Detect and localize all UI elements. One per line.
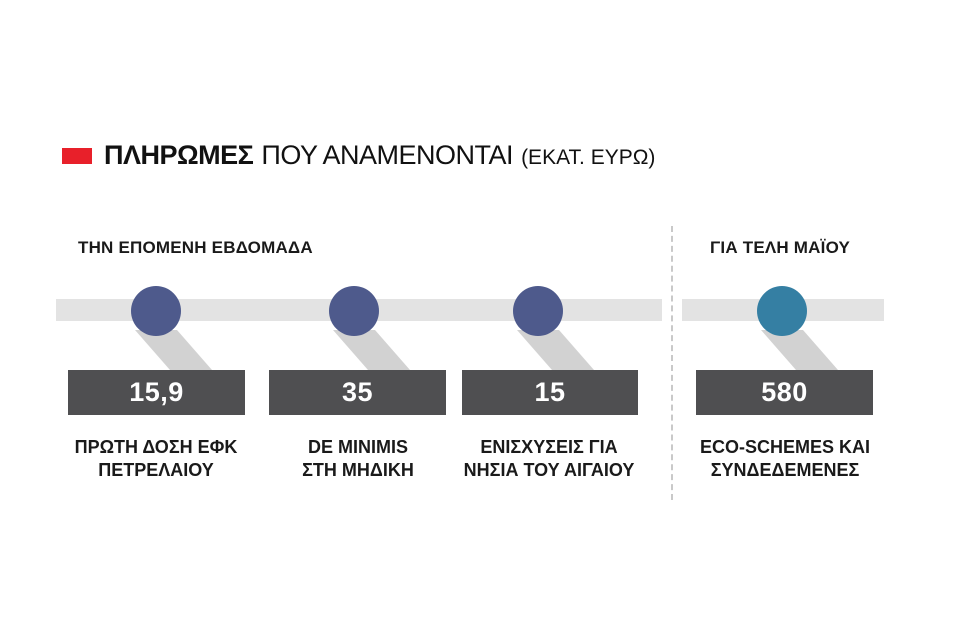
item-caption-1-line-2: ΠΕΤΡΕΛΑΙΟΥ [98,460,214,480]
item-caption-3-line-2: ΝΗΣΙΑ ΤΟΥ ΑΙΓΑΙΟΥ [463,460,635,480]
timeline-node-2 [329,286,379,336]
item-caption-4-line-2: ΣΥΝΔΕΔΕΜΕΝΕΣ [710,460,860,480]
title-unit-text: (ΕΚΑΤ. ΕΥΡΩ) [521,146,656,169]
group-label-end-may: ΓΙΑ ΤΕΛΗ ΜΑΪΟΥ [710,238,851,257]
chart-title: ΠΛΗΡΩΜΕΣ ΠΟΥ ΑΝΑΜΕΝΟΝΤΑΙ (ΕΚΑΤ. ΕΥΡΩ) [62,140,655,171]
item-caption-1: ΠΡΩΤΗ ΔΟΣΗ ΕΦΚ ΠΕΤΡΕΛΑΙΟΥ [46,436,266,482]
item-caption-3-line-1: ΕΝΙΣΧΥΣΕΙΣ ΓΙΑ [480,437,618,457]
item-caption-2-line-1: DE MINIMIS [307,437,408,457]
value-box-4: 580 [696,370,873,415]
node-shadow-3 [517,330,594,370]
timeline-node-1 [131,286,181,336]
title-bold-text: ΠΛΗΡΩΜΕΣ [104,140,254,170]
item-caption-4: ECO-SCHEMES ΚΑΙ ΣΥΝΔΕΔΕΜΕΝΕΣ [676,436,894,482]
timeline-node-3 [513,286,563,336]
item-caption-2: DE MINIMIS ΣΤΗ ΜΗΔΙΚΗ [250,436,466,482]
value-box-1: 15,9 [68,370,245,415]
node-shadow-1 [135,330,212,370]
title-marker [62,147,92,164]
item-caption-2-line-2: ΣΤΗ ΜΗΔΙΚΗ [302,460,414,480]
value-box-2: 35 [269,370,446,415]
item-caption-4-line-1: ECO-SCHEMES ΚΑΙ [699,437,870,457]
group-divider [671,226,673,500]
node-shadow-4 [761,330,838,370]
item-caption-3: ΕΝΙΣΧΥΣΕΙΣ ΓΙΑ ΝΗΣΙΑ ΤΟΥ ΑΙΓΑΙΟΥ [436,436,662,482]
title-light-text: ΠΟΥ ΑΝΑΜΕΝΟΝΤΑΙ [261,140,514,170]
node-shadow-2 [333,330,410,370]
group-label-next-week: ΤΗΝ ΕΠΟΜΕΝΗ ΕΒΔΟΜΑΔΑ [78,238,313,257]
item-caption-1-line-1: ΠΡΩΤΗ ΔΟΣΗ ΕΦΚ [74,437,238,457]
timeline-node-4 [757,286,807,336]
value-box-3: 15 [462,370,638,415]
